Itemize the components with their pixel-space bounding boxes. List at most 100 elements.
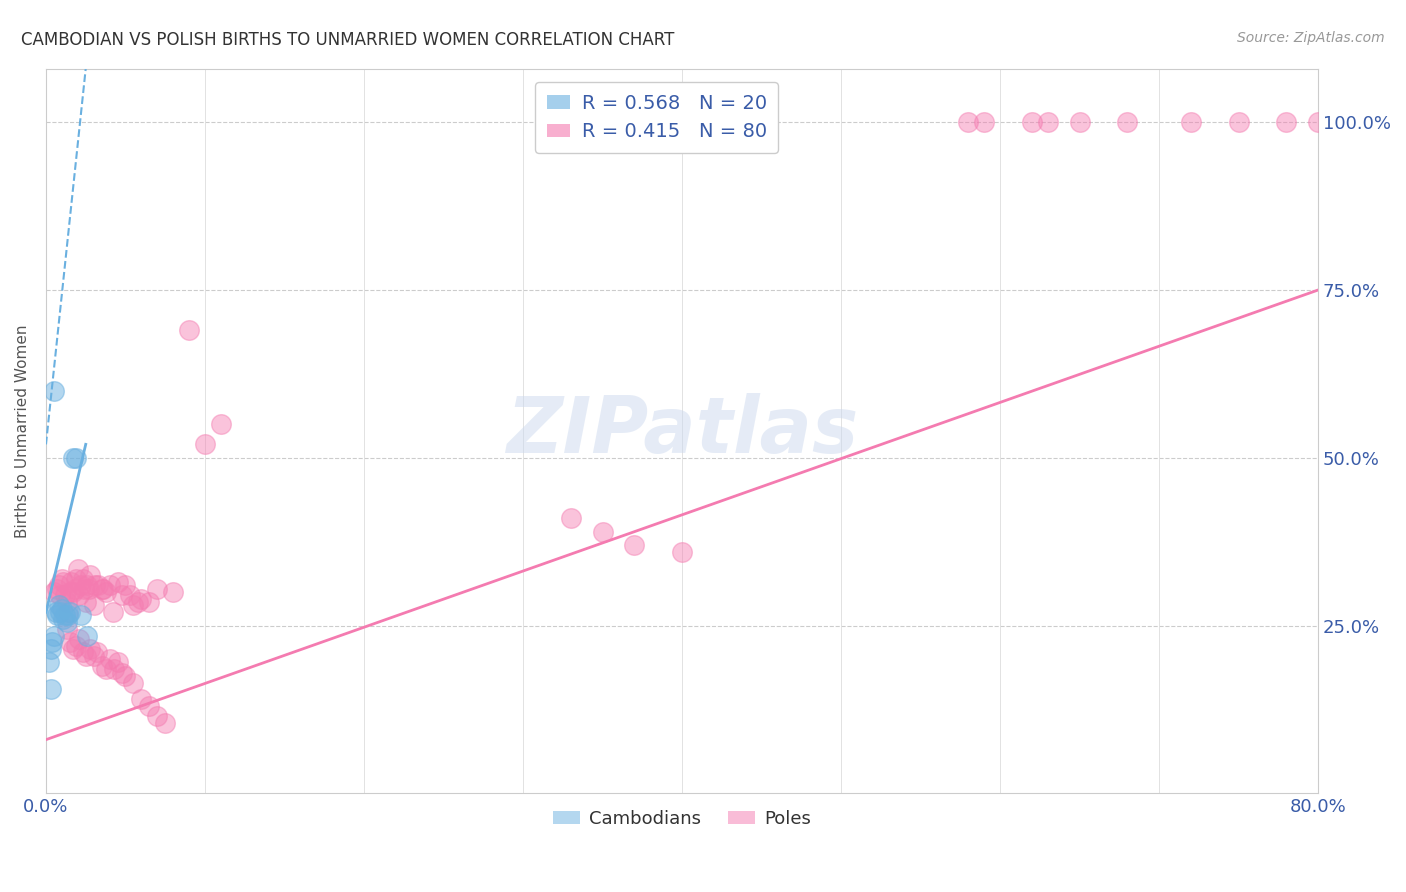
Point xyxy=(98,578,121,592)
Point xyxy=(146,709,169,723)
Point xyxy=(84,578,107,592)
Point xyxy=(48,599,70,613)
Point xyxy=(146,582,169,596)
Point xyxy=(155,715,177,730)
Point xyxy=(65,639,87,653)
Point xyxy=(209,417,232,432)
Point xyxy=(111,588,134,602)
Point xyxy=(1036,115,1059,129)
Point xyxy=(60,574,83,589)
Point xyxy=(55,595,77,609)
Point xyxy=(103,662,125,676)
Point xyxy=(177,323,200,337)
Point xyxy=(55,615,77,630)
Point xyxy=(101,605,124,619)
Y-axis label: Births to Unmarried Women: Births to Unmarried Women xyxy=(15,324,30,538)
Text: Source: ZipAtlas.com: Source: ZipAtlas.com xyxy=(1237,31,1385,45)
Point xyxy=(67,588,90,602)
Point xyxy=(114,578,136,592)
Point xyxy=(42,629,65,643)
Point xyxy=(1227,115,1250,129)
Point xyxy=(58,605,80,619)
Point xyxy=(53,608,76,623)
Point xyxy=(66,561,89,575)
Point xyxy=(83,648,105,663)
Point xyxy=(127,595,149,609)
Point xyxy=(162,585,184,599)
Point xyxy=(63,582,86,596)
Legend: Cambodians, Poles: Cambodians, Poles xyxy=(546,803,818,835)
Point xyxy=(90,582,112,596)
Point xyxy=(560,511,582,525)
Point xyxy=(87,578,110,592)
Point xyxy=(52,612,75,626)
Point xyxy=(75,648,97,663)
Point xyxy=(48,578,70,592)
Point xyxy=(131,692,153,706)
Point xyxy=(70,578,93,592)
Point xyxy=(38,656,60,670)
Point xyxy=(51,601,73,615)
Point xyxy=(76,578,98,592)
Point xyxy=(70,608,93,623)
Point xyxy=(46,608,69,623)
Point xyxy=(1116,115,1139,129)
Point xyxy=(83,599,105,613)
Point xyxy=(114,669,136,683)
Point xyxy=(131,591,153,606)
Point xyxy=(194,437,217,451)
Point xyxy=(96,585,118,599)
Point xyxy=(111,665,134,680)
Point xyxy=(1180,115,1202,129)
Point xyxy=(72,572,94,586)
Text: ZIPatlas: ZIPatlas xyxy=(506,393,858,469)
Point xyxy=(76,629,98,643)
Point xyxy=(973,115,995,129)
Point xyxy=(59,605,82,619)
Point xyxy=(55,622,77,636)
Point xyxy=(77,582,100,596)
Point xyxy=(62,585,84,599)
Point xyxy=(49,588,72,602)
Point xyxy=(592,524,614,539)
Point xyxy=(86,645,108,659)
Point xyxy=(46,582,69,596)
Point xyxy=(107,656,129,670)
Point xyxy=(42,585,65,599)
Text: CAMBODIAN VS POLISH BIRTHS TO UNMARRIED WOMEN CORRELATION CHART: CAMBODIAN VS POLISH BIRTHS TO UNMARRIED … xyxy=(21,31,675,49)
Point xyxy=(39,682,62,697)
Point xyxy=(72,645,94,659)
Point xyxy=(138,699,160,714)
Point xyxy=(122,599,145,613)
Point xyxy=(62,642,84,657)
Point xyxy=(65,572,87,586)
Point xyxy=(120,588,142,602)
Point xyxy=(671,545,693,559)
Point xyxy=(52,574,75,589)
Point xyxy=(62,450,84,465)
Point xyxy=(90,658,112,673)
Point xyxy=(91,582,114,596)
Point xyxy=(122,675,145,690)
Point xyxy=(59,635,82,649)
Point xyxy=(1069,115,1091,129)
Point xyxy=(75,595,97,609)
Point xyxy=(65,450,87,465)
Point xyxy=(58,608,80,623)
Point xyxy=(42,384,65,398)
Point xyxy=(53,588,76,602)
Point xyxy=(623,538,645,552)
Point xyxy=(96,662,118,676)
Point xyxy=(44,605,66,619)
Point xyxy=(49,605,72,619)
Point xyxy=(59,585,82,599)
Point xyxy=(1275,115,1298,129)
Point xyxy=(107,574,129,589)
Point xyxy=(41,635,63,649)
Point xyxy=(138,595,160,609)
Point xyxy=(1021,115,1043,129)
Point xyxy=(39,642,62,657)
Point xyxy=(1308,115,1330,129)
Point xyxy=(73,582,96,596)
Point xyxy=(67,632,90,646)
